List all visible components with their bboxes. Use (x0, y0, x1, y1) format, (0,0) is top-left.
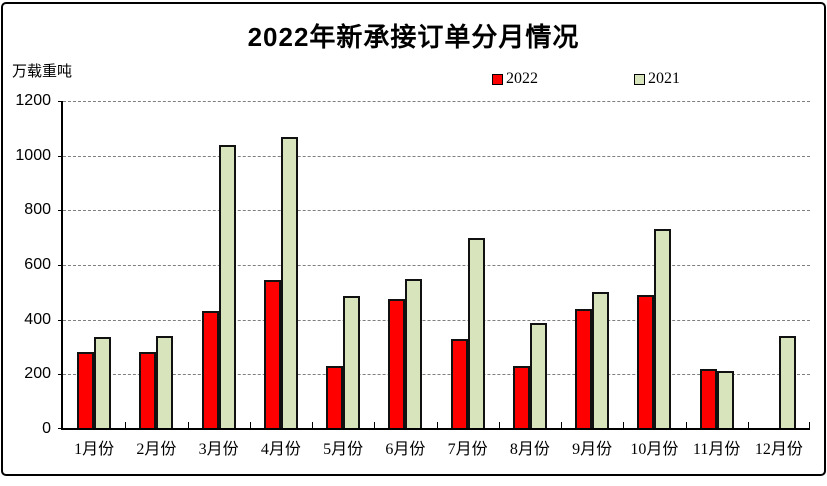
x-axis-tick-8 (561, 422, 562, 429)
gridline-400 (63, 319, 810, 321)
y-axis-tick-1200 (58, 101, 63, 102)
gridline-1000 (63, 155, 810, 157)
x-axis-label-10月份: 10月份 (630, 441, 679, 458)
x-axis-label-5月份: 5月份 (323, 441, 364, 458)
bar-2022-6月份 (388, 299, 406, 429)
gridline-800 (63, 210, 810, 212)
x-axis-tick-5 (374, 422, 376, 429)
x-axis-label-2月份: 2月份 (136, 441, 177, 458)
y-axis-label-200: 200 (24, 365, 51, 383)
x-axis-tick-4 (312, 422, 313, 429)
x-axis-label-9月份: 9月份 (572, 441, 613, 458)
y-axis-unit-label: 万载重吨 (12, 64, 73, 80)
legend-swatch-icon-2022 (492, 73, 503, 85)
y-axis-tick-600 (58, 265, 63, 266)
y-axis-tick-800 (58, 210, 63, 212)
x-axis-tick-10 (685, 422, 687, 429)
bar-2022-2月份 (139, 351, 157, 429)
bar-2022-3月份 (201, 311, 219, 429)
bar-2021-8月份 (529, 322, 547, 429)
legend-label-2022: 2022 (506, 70, 538, 87)
x-axis-label-8月份: 8月份 (509, 441, 550, 458)
bar-2021-12月份 (778, 335, 796, 429)
legend-item-2021: 2021 (634, 70, 680, 88)
y-axis-label-800: 800 (24, 201, 51, 219)
bar-2021-5月份 (343, 295, 361, 429)
x-axis-label-7月份: 7月份 (447, 441, 488, 458)
bar-2022-11月份 (699, 368, 717, 429)
bar-2022-1月份 (77, 351, 95, 429)
x-axis-tick-1 (125, 422, 127, 429)
y-axis-tick-200 (58, 374, 63, 376)
x-axis-label-12月份: 12月份 (754, 441, 803, 458)
bar-2022-4月份 (263, 279, 281, 429)
legend-label-2021: 2021 (648, 70, 680, 87)
x-axis-tick-3 (249, 422, 251, 429)
bar-2021-7月份 (467, 237, 485, 429)
y-axis-label-400: 400 (24, 310, 51, 328)
bar-2021-10月份 (654, 229, 672, 429)
x-axis-label-1月份: 1月份 (74, 441, 115, 458)
bar-2021-1月份 (94, 336, 112, 429)
chart-frame: 2022年新承接订单分月情况 万载重吨 2022 2021 0 200 400 600 8… (1, 2, 826, 476)
y-axis-line (61, 101, 63, 429)
bar-2022-5月份 (326, 366, 344, 429)
chart-title: 2022年新承接订单分月情况 (247, 22, 580, 52)
bar-2021-2月份 (156, 335, 174, 429)
x-axis-tick-11 (747, 422, 749, 429)
y-axis-label-0: 0 (42, 420, 51, 437)
y-axis-tick-400 (58, 319, 63, 321)
y-axis-tick-0 (58, 428, 63, 429)
bar-2022-9月份 (575, 309, 593, 429)
y-axis-label-600: 600 (24, 256, 51, 273)
plot-area (58, 101, 810, 430)
bar-2021-6月份 (405, 278, 423, 429)
x-axis-tick-12 (809, 422, 810, 429)
bar-2022-8月份 (512, 365, 530, 429)
legend-swatch-icon-2021 (634, 73, 645, 85)
bar-2021-9月份 (592, 292, 610, 429)
y-axis-label-1000: 1000 (15, 146, 51, 164)
x-axis-tick-7 (498, 422, 500, 429)
bar-2022-10月份 (637, 294, 655, 429)
y-axis-tick-1000 (58, 155, 63, 157)
x-axis-label-6月份: 6月份 (385, 441, 426, 458)
bar-2022-7月份 (450, 339, 468, 429)
x-axis-label-3月份: 3月份 (198, 441, 239, 458)
gridline-200 (63, 374, 810, 376)
bar-2021-4月份 (280, 137, 298, 429)
bar-2021-11月份 (716, 370, 734, 429)
bar-2021-3月份 (218, 144, 236, 429)
x-axis-line (61, 428, 810, 430)
x-axis-tick-2 (187, 422, 189, 429)
legend-item-2022: 2022 (492, 70, 538, 88)
gridline-1200 (63, 101, 810, 102)
x-axis-label-4月份: 4月份 (260, 441, 301, 458)
x-axis-tick-6 (436, 422, 438, 429)
x-axis-label-11月份: 11月份 (692, 441, 741, 458)
y-axis-label-1200: 1200 (15, 92, 51, 109)
x-axis-tick-9 (623, 422, 625, 429)
legend: 2022 2021 (492, 70, 680, 88)
gridline-600 (63, 265, 810, 266)
